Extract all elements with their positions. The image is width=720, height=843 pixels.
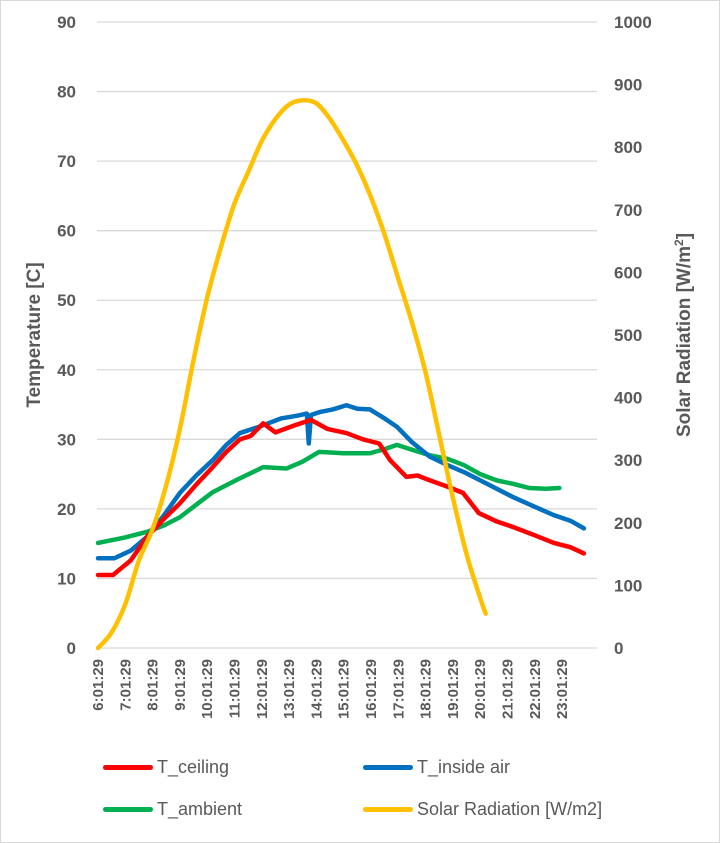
left-tick-label: 20 xyxy=(57,500,76,519)
right-tick-label: 500 xyxy=(614,326,642,345)
legend-label: T_ceiling xyxy=(157,757,230,777)
x-tick-label: 23:01:29 xyxy=(554,659,571,719)
x-tick-label: 21:01:29 xyxy=(500,659,517,719)
x-tick-label: 12:01:29 xyxy=(254,659,271,719)
legend-item-t-inside-air: T_inside air xyxy=(363,757,510,778)
right-axis-ticks: 0 100 200 300 400 500 600 700 800 900 1000 xyxy=(614,13,652,658)
left-tick-label: 0 xyxy=(67,639,76,658)
legend-label: T_ambient xyxy=(157,799,243,819)
right-tick-label: 0 xyxy=(614,639,623,658)
left-axis-title: Temperature [C] xyxy=(24,262,45,407)
left-tick-label: 70 xyxy=(57,152,76,171)
right-tick-label: 800 xyxy=(614,138,642,157)
left-tick-label: 80 xyxy=(57,83,76,102)
right-axis-title: Solar Radiation [W/m2] xyxy=(672,233,695,437)
x-tick-label: 19:01:29 xyxy=(445,659,462,719)
right-tick-label: 600 xyxy=(614,263,642,282)
left-tick-label: 30 xyxy=(57,430,76,449)
right-tick-label: 100 xyxy=(614,576,642,595)
right-tick-label: 700 xyxy=(614,201,642,220)
x-tick-label: 10:01:29 xyxy=(199,659,216,719)
series-line-solar-radiation-w-m2 xyxy=(95,97,488,651)
left-axis-ticks: 0 10 20 30 40 50 60 70 80 90 xyxy=(57,13,76,658)
series-line-t-ceiling xyxy=(95,417,587,578)
series-line-t-ambient xyxy=(95,442,562,546)
x-tick-label: 18:01:29 xyxy=(418,659,435,719)
left-tick-label: 40 xyxy=(57,361,76,380)
x-tick-label: 13:01:29 xyxy=(281,659,298,719)
x-tick-label: 7:01:29 xyxy=(117,659,134,711)
legend-swatch xyxy=(103,807,153,812)
x-tick-label: 14:01:29 xyxy=(308,659,325,719)
x-axis-ticks: 6:01:29 7:01:29 8:01:29 9:01:29 10:01:29 11:0… xyxy=(90,659,571,719)
right-tick-label: 400 xyxy=(614,389,642,408)
legend-item-t-ambient: T_ambient xyxy=(103,799,242,820)
right-tick-label: 1000 xyxy=(614,13,652,32)
x-tick-label: 8:01:29 xyxy=(145,659,162,711)
left-tick-label: 10 xyxy=(57,569,76,588)
legend-swatch xyxy=(363,765,413,770)
series-lines xyxy=(95,97,587,651)
x-tick-label: 16:01:29 xyxy=(363,659,380,719)
legend-swatch xyxy=(103,765,153,770)
left-tick-label: 60 xyxy=(57,222,76,241)
x-tick-label: 11:01:29 xyxy=(227,659,244,718)
x-tick-label: 6:01:29 xyxy=(90,659,107,711)
legend-label: Solar Radiation [W/m2] xyxy=(417,799,603,819)
right-tick-label: 900 xyxy=(614,76,642,95)
legend-item-solar-radiation: Solar Radiation [W/m2] xyxy=(363,799,602,820)
legend-label: T_inside air xyxy=(417,757,511,777)
right-tick-label: 300 xyxy=(614,451,642,470)
legend-item-t-ceiling: T_ceiling xyxy=(103,757,229,778)
x-tick-label: 20:01:29 xyxy=(472,659,489,719)
legend-swatch xyxy=(363,807,413,812)
x-tick-label: 9:01:29 xyxy=(172,659,189,711)
series-line-t-inside-air xyxy=(95,403,587,561)
x-tick-label: 17:01:29 xyxy=(390,659,407,719)
gridlines xyxy=(97,21,597,649)
right-tick-label: 200 xyxy=(614,514,642,533)
x-tick-label: 22:01:29 xyxy=(527,659,544,719)
left-tick-label: 90 xyxy=(57,13,76,32)
left-tick-label: 50 xyxy=(57,291,76,310)
x-tick-label: 15:01:29 xyxy=(336,659,353,719)
